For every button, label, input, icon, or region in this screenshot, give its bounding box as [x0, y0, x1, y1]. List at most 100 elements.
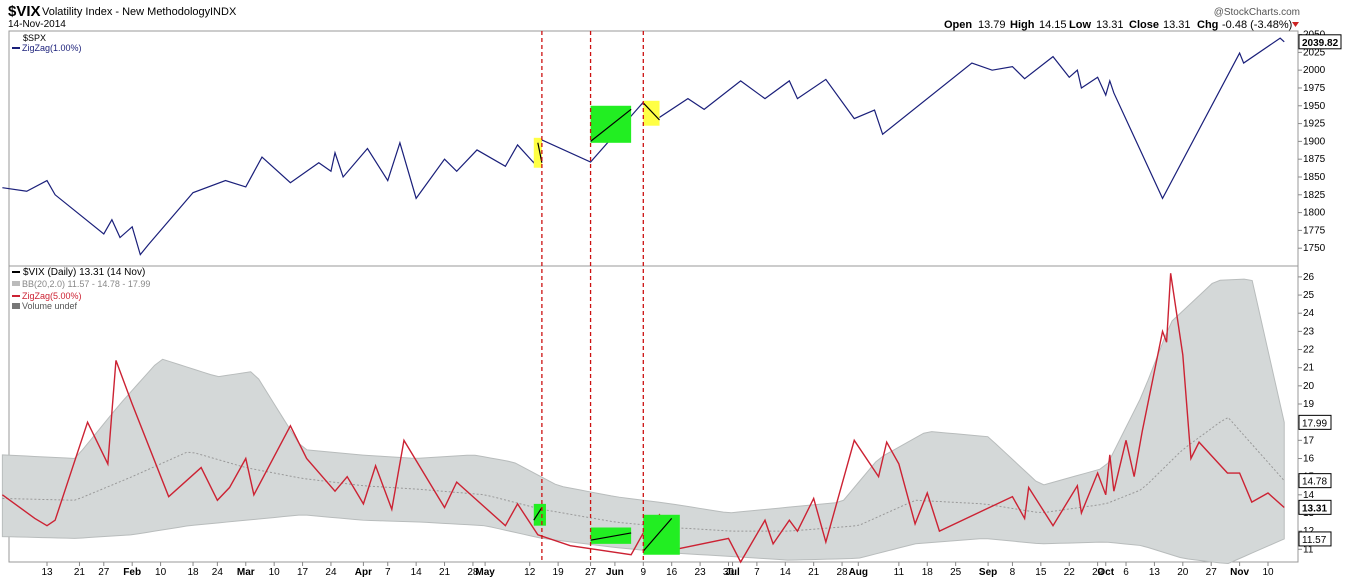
x-tick-label: 23	[695, 567, 707, 578]
x-tick-label: 13	[1149, 567, 1161, 578]
highlight-box-green	[590, 527, 632, 544]
spx-legend: $SPX ZigZag(1.00%)	[12, 33, 82, 53]
vix-y-tick-label: 22	[1303, 345, 1315, 356]
spx-y-tick-label: 1900	[1303, 136, 1326, 147]
x-tick-label: 21	[808, 567, 820, 578]
highlight-segment	[533, 507, 543, 521]
spx-y-tick-label: 1950	[1303, 101, 1326, 112]
spx-y-tick-label: 1975	[1303, 83, 1326, 94]
x-tick-label: 18	[187, 567, 199, 578]
x-tick-label: Nov	[1230, 567, 1249, 578]
x-tick-label: 21	[439, 567, 451, 578]
down-arrow-icon	[1292, 22, 1299, 27]
vix-legend-title: $VIX (Daily) 13.31 (14 Nov)	[23, 267, 145, 278]
x-tick-label: 14	[780, 567, 792, 578]
low-label: Low	[1069, 19, 1091, 31]
vix-y-tick-label: 14	[1303, 490, 1315, 501]
spx-y-tick-label: 1800	[1303, 208, 1326, 219]
x-tick-label: Jul	[725, 567, 740, 578]
vix-y-tick-label: 11	[1303, 544, 1314, 555]
x-tick-label: Aug	[849, 567, 868, 578]
x-tick-label: 7	[754, 567, 760, 578]
close-label: Close	[1129, 19, 1159, 31]
ticker-symbol: $VIX	[8, 3, 41, 20]
spx-y-tick-label: 1875	[1303, 154, 1326, 165]
x-tick-label: Feb	[123, 567, 141, 578]
x-tick-label: 7	[385, 567, 391, 578]
spx-last-value-text: 2039.82	[1302, 38, 1339, 49]
spx-panel-frame	[8, 30, 1299, 267]
highlight-segment	[642, 518, 673, 552]
x-tick-label: 27	[1206, 567, 1218, 578]
x-tick-label: May	[475, 567, 495, 578]
vix-y-tick-label: 21	[1303, 363, 1315, 374]
highlight-box-green	[643, 514, 680, 555]
spx-y-tick-label: 1750	[1303, 243, 1326, 254]
x-tick-label: 6	[1123, 567, 1129, 578]
vix-zigzag-layer	[1, 273, 1285, 564]
spx-y-tick-label: 1775	[1303, 225, 1326, 236]
x-tick-label: 28	[837, 567, 849, 578]
chart-title: Volatility Index - New Methodology	[42, 6, 211, 18]
spx-y-tick-label: 1925	[1303, 119, 1326, 130]
highlight-segment	[590, 532, 632, 541]
spx-legend-zigzag: ZigZag(1.00%)	[22, 43, 82, 53]
spx-y-tick-label: 1850	[1303, 172, 1326, 183]
x-tick-label: 11	[894, 567, 905, 578]
open-label: Open	[944, 19, 972, 31]
x-tick-label: Mar	[237, 567, 255, 578]
bb-legend-swatch	[12, 281, 20, 286]
vix-y-tick-label: 17	[1303, 435, 1315, 446]
bb-legend-label: BB(20,2.0) 11.57 - 14.78 - 17.99	[22, 279, 150, 289]
vix-value-tag-text: 11.57	[1302, 535, 1327, 546]
spx-legend-symbol: $SPX	[23, 33, 46, 43]
highlight-segment	[590, 108, 632, 142]
vix-value-tag	[1298, 531, 1332, 547]
x-tick-label: Sep	[979, 567, 997, 578]
x-tick-label: 10	[155, 567, 167, 578]
x-tick-label: 13	[41, 567, 53, 578]
zigzag-legend-label: ZigZag(5.00%)	[22, 291, 82, 301]
highlight-box-yellow	[533, 137, 542, 168]
highlight-boxes	[533, 100, 680, 555]
highlight-box-yellow	[643, 100, 660, 126]
x-tick-label: 12	[524, 567, 536, 578]
chg-label: Chg	[1197, 19, 1218, 31]
x-tick-label: 19	[553, 567, 565, 578]
chg-value: -0.48 (-3.48%)	[1222, 19, 1292, 31]
vix-value-tag	[1298, 499, 1332, 515]
open-value: 13.79	[978, 19, 1006, 31]
y-axes: 1750 1775 1800 1825 1850 1875 1900 1925 1950 1975…	[1298, 30, 1342, 555]
vix-y-tick-label: 23	[1303, 326, 1315, 337]
highlight-segment	[537, 142, 543, 163]
x-tick-label: Oct	[1097, 567, 1114, 578]
x-tick-label: 16	[666, 567, 678, 578]
watermark: @StockCharts.com	[1214, 7, 1300, 18]
spx-y-tick-label: 1825	[1303, 190, 1326, 201]
x-tick-label: 28	[467, 567, 479, 578]
x-tick-label: Jun	[606, 567, 624, 578]
x-tick-label: 20	[1177, 567, 1189, 578]
x-tick-label: 22	[1064, 567, 1076, 578]
vix-y-tick-label: 20	[1303, 381, 1315, 392]
vix-value-tag-text: 17.99	[1302, 418, 1327, 429]
x-tick-label: 10	[1262, 567, 1274, 578]
x-tick-label: 25	[950, 567, 962, 578]
x-tick-label: 29	[1092, 567, 1104, 578]
x-tick-label: 21	[74, 567, 86, 578]
x-tick-label: 14	[411, 567, 423, 578]
x-tick-label: 8	[1010, 567, 1016, 578]
x-tick-label: 18	[922, 567, 934, 578]
spx-zigzag-layer	[2, 37, 1285, 256]
vix-zigzag-line	[1, 273, 1285, 564]
x-tick-label: Apr	[355, 567, 372, 578]
x-tick-label: 10	[269, 567, 281, 578]
spx-zigzag-line	[2, 37, 1285, 256]
x-tick-label: 27	[585, 567, 597, 578]
spx-y-tick-label: 2025	[1303, 47, 1326, 58]
x-tick-label: 24	[325, 567, 337, 578]
vix-value-tag	[1298, 414, 1332, 430]
